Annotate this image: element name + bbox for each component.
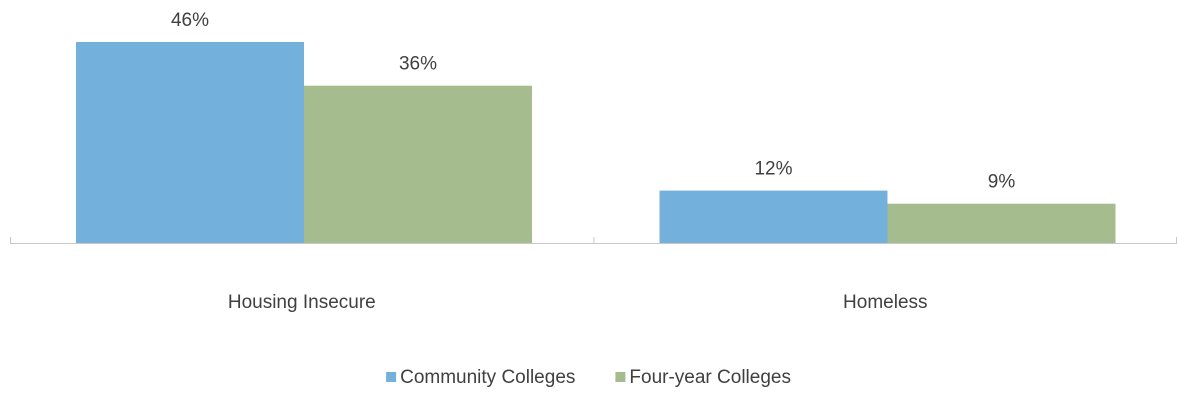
bar-housing-insecure-four-year-colleges	[304, 85, 532, 243]
bar-housing-insecure-community-colleges	[76, 42, 304, 243]
data-label: 36%	[399, 54, 437, 75]
category-label: Homeless	[843, 292, 927, 313]
bar-homeless-community-colleges	[659, 190, 888, 243]
legend-swatch	[615, 372, 626, 382]
data-label: 46%	[171, 10, 209, 31]
data-label: 12%	[754, 159, 792, 180]
legend-swatch	[386, 372, 397, 382]
legend-label: Community Colleges	[400, 367, 575, 388]
data-label: 9%	[988, 172, 1016, 193]
legend-label: Four-year Colleges	[629, 367, 791, 388]
bar-homeless-four-year-colleges	[887, 203, 1116, 243]
legend: Community Colleges Four-year Colleges	[386, 367, 791, 388]
category-label: Housing Insecure	[228, 292, 376, 313]
